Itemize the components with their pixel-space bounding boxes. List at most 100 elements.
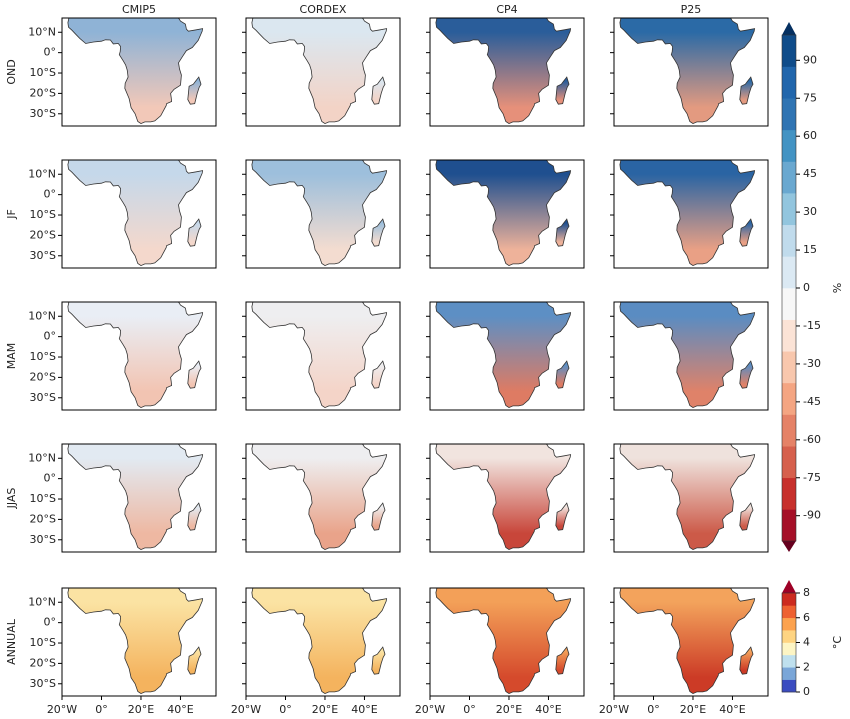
- land: [187, 502, 202, 531]
- panel-frame: [613, 159, 769, 269]
- land: [555, 502, 570, 531]
- y-tick-label: 10°N: [28, 451, 56, 464]
- colorbar-segment: [782, 66, 796, 99]
- map-panel: [619, 302, 756, 409]
- colorbar-tick-label: 2: [803, 660, 810, 673]
- land: [187, 218, 202, 247]
- colorbar-segment: [782, 288, 796, 320]
- map-panel: [435, 160, 572, 267]
- colorbar-segment: [782, 98, 796, 131]
- y-tick-label: 30°S: [30, 533, 56, 546]
- column-title: CMIP5: [122, 3, 156, 16]
- panel-frame: [429, 587, 585, 697]
- x-tick-label: 20°W: [47, 703, 77, 716]
- y-tick-label: 20°S: [30, 656, 56, 669]
- colorbar-tick-label: 0: [803, 685, 810, 698]
- land: [251, 18, 388, 125]
- row-label: JJAS: [5, 488, 18, 510]
- column-title: CP4: [496, 3, 517, 16]
- map-panel: [251, 18, 388, 125]
- colorbar-segment: [782, 593, 796, 606]
- colorbar-segment: [782, 477, 796, 510]
- colorbar-segment: [782, 509, 796, 542]
- land: [435, 588, 572, 695]
- colorbar-tick-label: 30: [803, 205, 817, 218]
- row-label: OND: [5, 59, 18, 84]
- colorbar-extend: [782, 541, 796, 552]
- colorbar-tick-label: 0: [803, 281, 810, 294]
- colorbar-tick-label: -75: [803, 471, 821, 484]
- land: [739, 76, 754, 105]
- land: [67, 302, 204, 409]
- land: [555, 76, 570, 105]
- y-tick-label: 10°N: [28, 25, 56, 38]
- y-tick-label: 10°S: [30, 492, 56, 505]
- colorbar-segment: [782, 630, 796, 643]
- x-tick-label: 0°: [95, 703, 108, 716]
- land: [251, 302, 388, 409]
- land: [371, 218, 386, 247]
- x-tick-label: 20°E: [128, 703, 154, 716]
- y-tick-label: 10°S: [30, 636, 56, 649]
- land: [187, 646, 202, 675]
- map-panel: [251, 302, 388, 409]
- map-panel: [67, 588, 204, 695]
- y-tick-label: 0°: [44, 330, 57, 343]
- panel-frame: [245, 301, 401, 411]
- land: [251, 588, 388, 695]
- y-tick-label: 20°S: [30, 86, 56, 99]
- land: [619, 18, 756, 125]
- x-tick-label: 20°E: [680, 703, 706, 716]
- x-tick-label: 40°E: [351, 703, 377, 716]
- colorbar-segment: [782, 446, 796, 479]
- x-tick-label: 40°E: [719, 703, 745, 716]
- panel-frame: [429, 159, 585, 269]
- land: [371, 502, 386, 531]
- colorbar-extend: [782, 580, 796, 593]
- colorbar-segment: [782, 382, 796, 415]
- colorbar-tick-label: -30: [803, 357, 821, 370]
- colorbar-tick-label: -90: [803, 509, 821, 522]
- panel-frame: [429, 17, 585, 127]
- colorbar-segment: [782, 605, 796, 619]
- colorbar-segment: [782, 414, 796, 447]
- land: [67, 18, 204, 125]
- y-tick-label: 0°: [44, 46, 57, 59]
- colorbar-segment: [782, 256, 796, 289]
- land: [187, 360, 202, 389]
- map-panel: [619, 160, 756, 267]
- land: [435, 160, 572, 267]
- map-panel: [619, 18, 756, 125]
- colorbar-tick-label: 45: [803, 167, 817, 180]
- map-panel: [435, 588, 572, 695]
- colorbar-segment: [782, 654, 796, 668]
- x-tick-label: 0°: [463, 703, 476, 716]
- panel-frame: [61, 17, 217, 127]
- colorbar-tick-label: 6: [803, 611, 810, 624]
- y-tick-label: 30°S: [30, 107, 56, 120]
- panel-frame: [245, 443, 401, 553]
- panel-frame: [613, 301, 769, 411]
- map-panel: [251, 588, 388, 695]
- land: [555, 218, 570, 247]
- land: [555, 646, 570, 675]
- column-title: CORDEX: [300, 3, 347, 16]
- land: [739, 360, 754, 389]
- y-tick-label: 20°S: [30, 512, 56, 525]
- x-tick-label: 40°E: [535, 703, 561, 716]
- map-panel: [435, 18, 572, 125]
- colorbar-segment: [782, 193, 796, 226]
- colorbar-tick-label: -60: [803, 433, 821, 446]
- land: [435, 18, 572, 125]
- x-tick-label: 40°E: [167, 703, 193, 716]
- land: [435, 302, 572, 409]
- land: [251, 160, 388, 267]
- colorbar-segment: [782, 224, 796, 257]
- y-tick-label: 30°S: [30, 391, 56, 404]
- panel-frame: [429, 443, 585, 553]
- land: [67, 444, 204, 551]
- panel-frame: [245, 17, 401, 127]
- y-tick-label: 10°N: [28, 167, 56, 180]
- land: [739, 502, 754, 531]
